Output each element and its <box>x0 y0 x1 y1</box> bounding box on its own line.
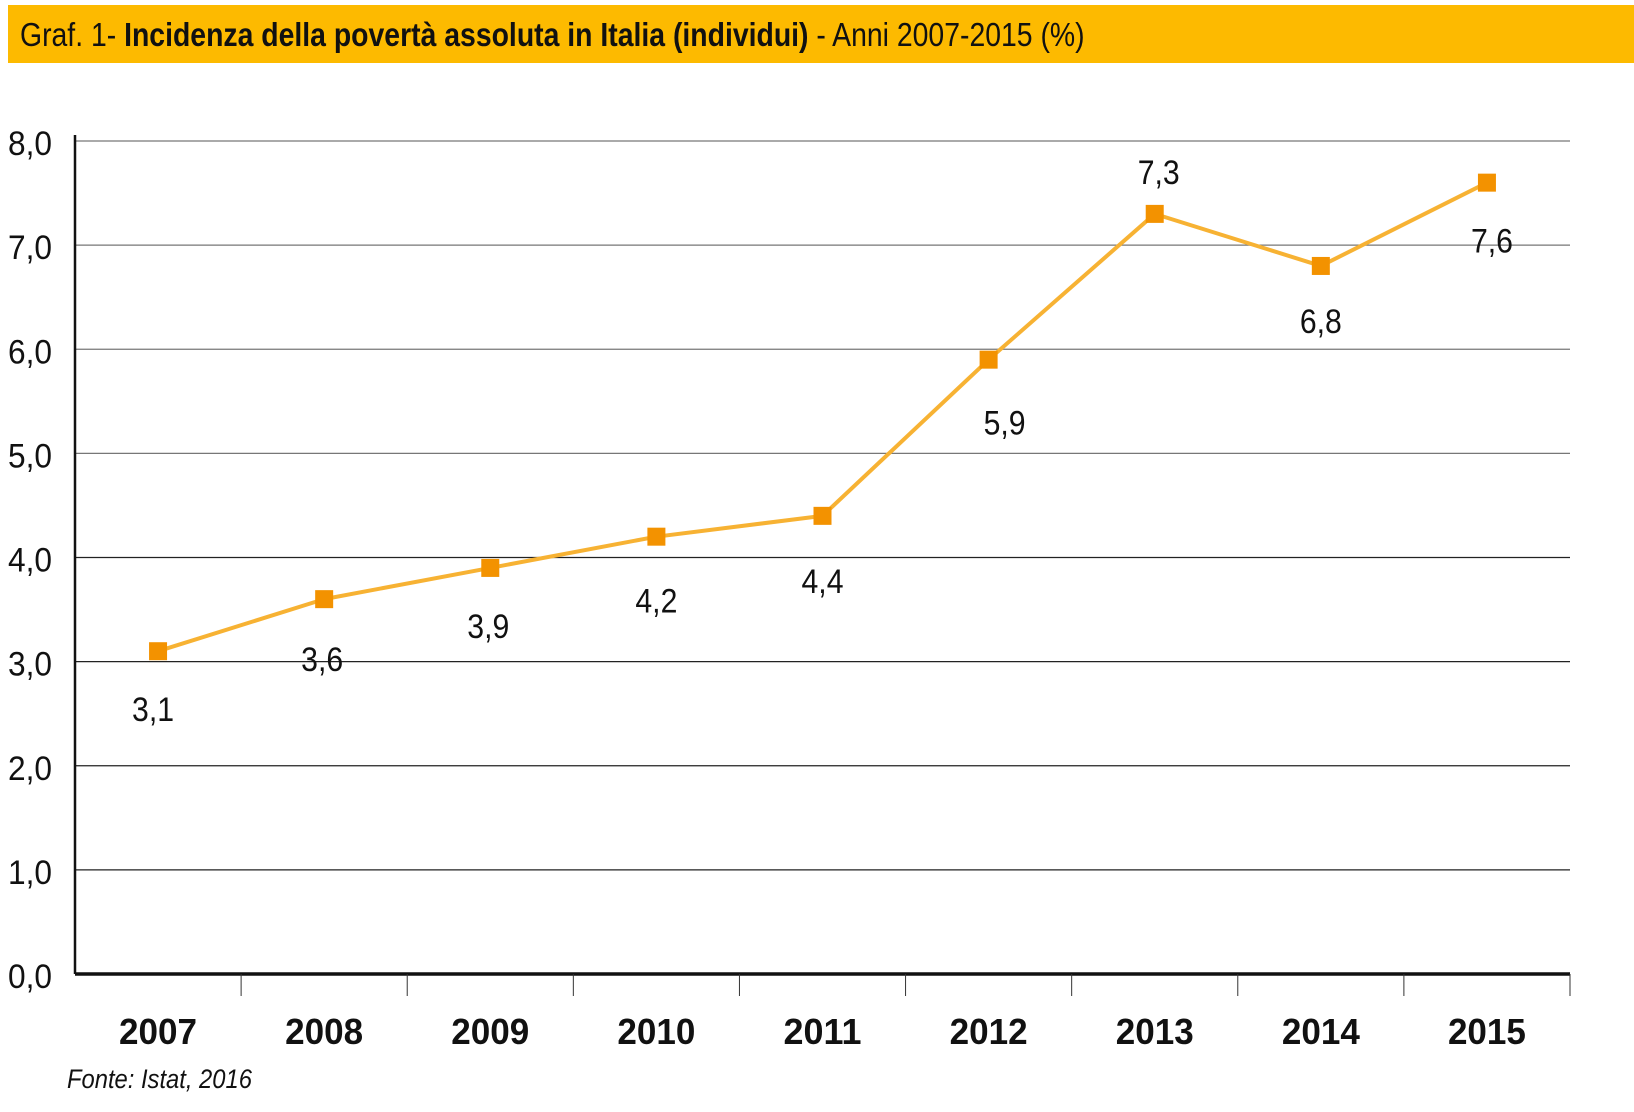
title-banner: Graf. 1- Incidenza della povertà assolut… <box>8 5 1634 63</box>
data-label: 7,6 <box>1471 223 1513 261</box>
y-tick-label: 2,0 <box>8 750 52 788</box>
title-suffix: - Anni 2007-2015 (%) <box>808 16 1085 53</box>
x-tick-label: 2010 <box>617 1011 695 1052</box>
source-note: Fonte: Istat, 2016 <box>67 1064 252 1094</box>
data-label: 3,1 <box>132 691 174 729</box>
data-point-marker <box>1477 173 1496 192</box>
data-label: 4,4 <box>802 563 844 601</box>
data-point-marker <box>647 527 666 546</box>
y-tick-label: 5,0 <box>8 437 52 475</box>
x-tick-label: 2013 <box>1116 1011 1194 1052</box>
x-tick-label: 2014 <box>1282 1011 1360 1052</box>
y-tick-label: 3,0 <box>8 646 52 684</box>
data-point-marker <box>149 642 168 661</box>
y-tick-label: 0,0 <box>8 958 52 996</box>
data-label: 4,2 <box>635 583 677 621</box>
data-point-marker <box>979 350 998 369</box>
data-label: 6,8 <box>1300 303 1342 341</box>
x-tick-label: 2012 <box>950 1011 1028 1052</box>
x-tick-label: 2015 <box>1448 1011 1526 1052</box>
data-point-marker <box>315 590 334 609</box>
data-point-marker <box>1145 204 1164 223</box>
data-label: 5,9 <box>984 405 1026 443</box>
data-point-marker <box>1311 256 1330 275</box>
data-point-marker <box>481 558 500 577</box>
x-tick-label: 2007 <box>119 1011 197 1052</box>
x-tick-label: 2009 <box>451 1011 529 1052</box>
chart-title: Graf. 1- Incidenza della povertà assolut… <box>20 16 1085 54</box>
data-label: 7,3 <box>1138 154 1180 192</box>
data-label: 3,9 <box>467 608 509 646</box>
y-tick-label: 1,0 <box>8 854 52 892</box>
y-tick-label: 4,0 <box>8 542 52 580</box>
x-tick-label: 2011 <box>784 1011 862 1052</box>
x-tick-label: 2008 <box>285 1011 363 1052</box>
data-point-marker <box>813 506 832 525</box>
y-tick-label: 6,0 <box>8 333 52 371</box>
y-tick-label: 8,0 <box>8 125 52 163</box>
y-tick-label: 7,0 <box>8 229 52 267</box>
data-label: 3,6 <box>301 641 343 679</box>
title-bold: Incidenza della povertà assoluta in Ital… <box>124 16 809 53</box>
title-prefix: Graf. 1- <box>20 16 125 53</box>
